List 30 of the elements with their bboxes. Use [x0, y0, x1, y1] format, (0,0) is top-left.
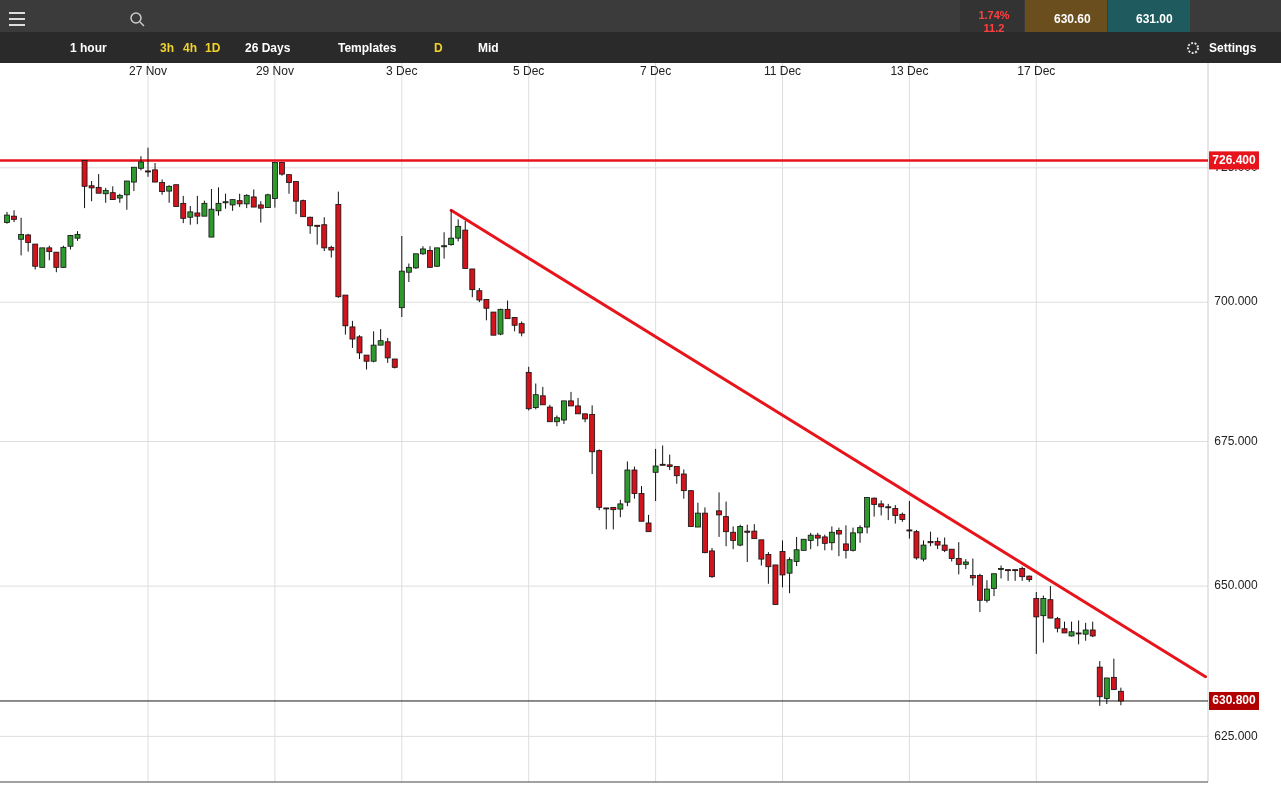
text: 630.60 — [1054, 12, 1092, 27]
x-tick-label: 11 Dec — [763, 64, 802, 79]
x-tick-label: 7 Dec — [639, 64, 672, 79]
x-tick-label: 29 Nov — [255, 64, 294, 79]
y-tick-label: 650.000 — [1214, 578, 1259, 593]
text: 4h — [183, 41, 198, 56]
text: 3h — [160, 41, 175, 56]
text: 1 hour — [70, 41, 107, 56]
text: D — [434, 41, 443, 56]
y-tick-label: 675.000 — [1214, 433, 1259, 448]
candlestick — [723, 501, 729, 547]
x-tick-label: 17 Dec — [1017, 64, 1056, 79]
text: 631.00 — [1136, 12, 1174, 27]
y-tick-label: 625.000 — [1214, 728, 1259, 743]
text: Templates — [338, 41, 397, 56]
text: Mid — [478, 41, 499, 56]
ref-line-label: 630.800 — [1212, 693, 1257, 708]
text: 1D — [205, 41, 221, 56]
x-tick-label: 13 Dec — [890, 64, 929, 79]
x-tick-label: 3 Dec — [386, 64, 418, 79]
x-tick-label: 27 Nov — [128, 64, 168, 79]
text: 1.74% — [978, 8, 1010, 21]
candlestick — [441, 231, 447, 260]
text: 11.2 — [983, 21, 1005, 34]
candlestick — [716, 491, 722, 538]
y-tick-label: 700.000 — [1214, 294, 1259, 309]
x-tick-label: 5 Dec — [513, 64, 545, 79]
text: Settings — [1209, 41, 1257, 56]
ref-line-label: 726.400 — [1212, 152, 1257, 167]
text: 26 Days — [245, 41, 291, 56]
